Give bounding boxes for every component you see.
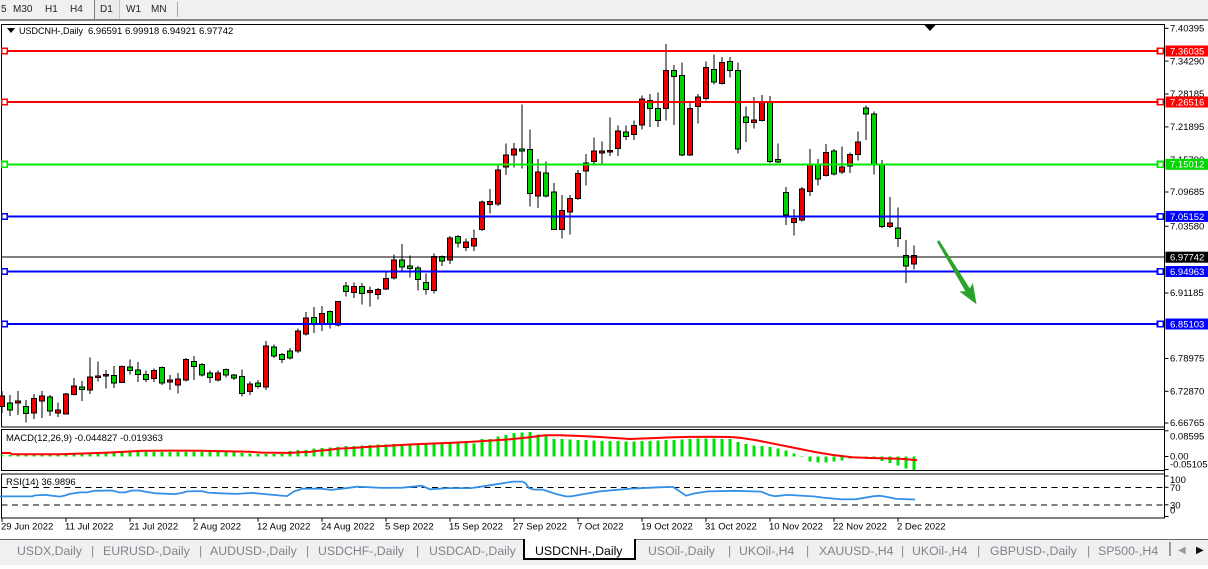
svg-text:19 Oct 2022: 19 Oct 2022 [641,522,693,533]
svg-text:29 Jun 2022: 29 Jun 2022 [1,522,53,533]
svg-text:RSI(14) 36.9896: RSI(14) 36.9896 [6,477,76,488]
svg-text:7.03580: 7.03580 [1170,222,1204,233]
svg-text:11 Jul 2022: 11 Jul 2022 [65,522,113,533]
svg-text:24 Aug 2022: 24 Aug 2022 [321,522,374,533]
svg-text:6.97742: 6.97742 [1170,253,1204,264]
svg-text:0.08595: 0.08595 [1170,432,1204,443]
svg-text:12 Aug 2022: 12 Aug 2022 [257,522,310,533]
svg-text:7.05152: 7.05152 [1170,212,1204,223]
svg-text:7.40395: 7.40395 [1170,24,1204,35]
svg-text:22 Nov 2022: 22 Nov 2022 [833,522,887,533]
svg-text:5 Sep 2022: 5 Sep 2022 [385,522,434,533]
svg-text:6.96591 6.99918 6.94921 6.9774: 6.96591 6.99918 6.94921 6.97742 [88,26,233,37]
svg-text:27 Sep 2022: 27 Sep 2022 [513,522,567,533]
svg-text:0: 0 [1170,506,1175,517]
svg-text:-0.051055: -0.051055 [1170,459,1208,470]
svg-text:6.78975: 6.78975 [1170,354,1204,365]
svg-text:USDCNH-,Daily: USDCNH-,Daily [19,26,84,36]
svg-text:2 Aug 2022: 2 Aug 2022 [193,522,241,533]
svg-text:31 Oct 2022: 31 Oct 2022 [705,522,757,533]
svg-text:7.26516: 7.26516 [1170,97,1204,108]
svg-text:MACD(12,26,9) -0.044827 -0.019: MACD(12,26,9) -0.044827 -0.019363 [6,433,163,444]
svg-text:7.09685: 7.09685 [1170,187,1204,198]
svg-text:7 Oct 2022: 7 Oct 2022 [577,522,623,533]
svg-text:7.34290: 7.34290 [1170,56,1204,67]
svg-text:6.66765: 6.66765 [1170,418,1204,429]
svg-text:7.15012: 7.15012 [1170,160,1204,171]
svg-text:6.94963: 6.94963 [1170,267,1204,278]
svg-text:6.91185: 6.91185 [1170,288,1204,299]
svg-text:21 Jul 2022: 21 Jul 2022 [129,522,178,533]
svg-text:7.21895: 7.21895 [1170,122,1204,133]
svg-text:2 Dec 2022: 2 Dec 2022 [897,522,946,533]
svg-text:7.36035: 7.36035 [1170,46,1204,57]
svg-text:70: 70 [1170,483,1181,494]
svg-text:10 Nov 2022: 10 Nov 2022 [769,522,823,533]
svg-text:15 Sep 2022: 15 Sep 2022 [449,522,503,533]
svg-text:6.85103: 6.85103 [1170,319,1204,330]
svg-text:6.72870: 6.72870 [1170,387,1204,398]
